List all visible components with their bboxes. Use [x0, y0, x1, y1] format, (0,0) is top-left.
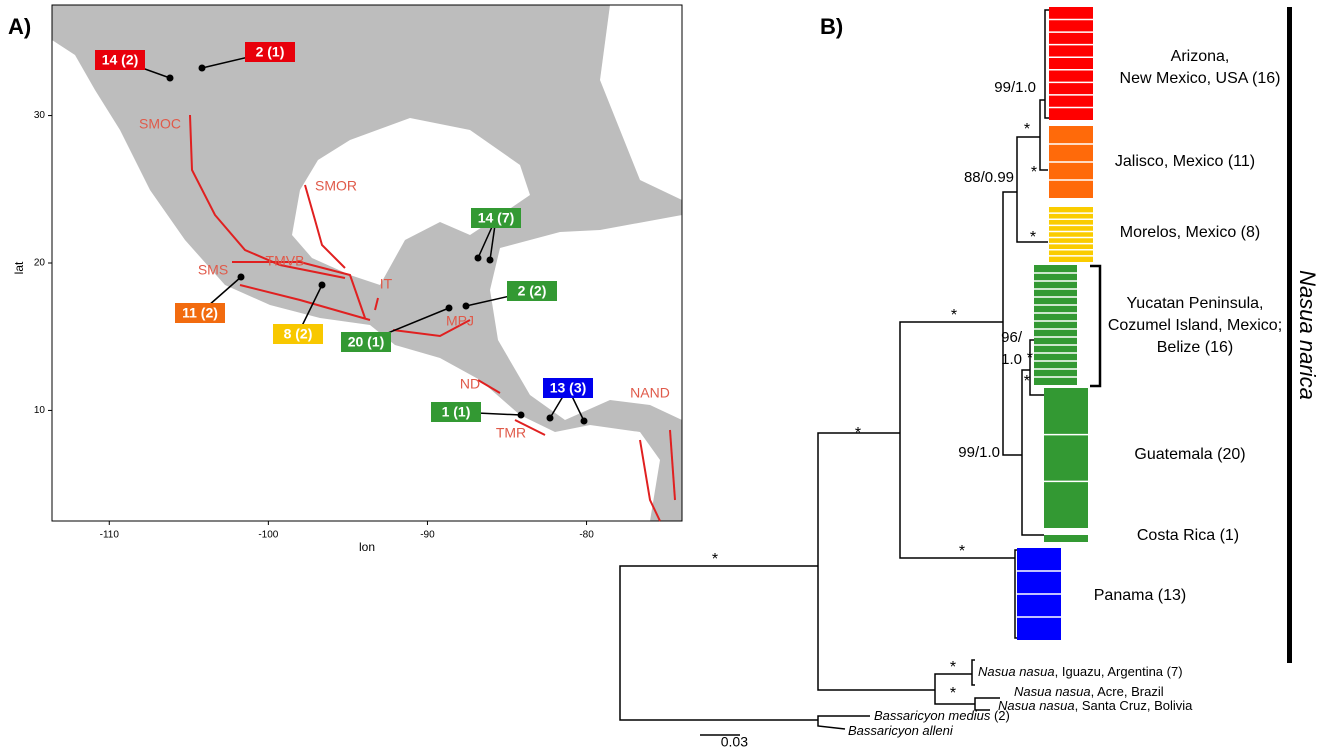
sample-point [581, 418, 588, 425]
support-label: * [855, 425, 861, 442]
support-label: 1.0 [1001, 351, 1022, 368]
clade-bar [1049, 207, 1093, 262]
support-label: * [712, 551, 718, 568]
clade-bar [1044, 388, 1088, 528]
sample-point [238, 274, 245, 281]
sample-label: 14 (7) [478, 210, 515, 226]
y-tick-label: 10 [34, 405, 46, 416]
species-label: Nasua narica [1295, 270, 1320, 400]
support-label: * [959, 543, 965, 560]
support-label: * [1030, 229, 1036, 246]
locality: , Acre, Brazil [1091, 684, 1164, 699]
sample-point [547, 415, 554, 422]
support-label: * [1024, 121, 1030, 138]
clade-label: Jalisco, Mexico (11) [1115, 153, 1255, 170]
outgroup-label: Nasua nasua, Iguazu, Argentina (7) [978, 664, 1183, 679]
species-name: Nasua nasua [978, 664, 1055, 679]
page: A) B) [0, 0, 1320, 751]
clade-bar [1044, 535, 1088, 542]
sample-point [518, 412, 525, 419]
clade-label: Panama (13) [1094, 587, 1187, 604]
species-name: Bassaricyon alleni [848, 723, 954, 738]
clade-label: Costa Rica (1) [1137, 527, 1239, 544]
support-label: 96/ [1001, 329, 1023, 346]
sample-label: 2 (2) [518, 283, 547, 299]
clade-label: Cozumel Island, Mexico; [1108, 317, 1282, 334]
sample-label: 13 (3) [550, 380, 587, 396]
clade-bar [1034, 265, 1077, 385]
map [52, 5, 682, 521]
region-label: SMOR [315, 178, 357, 194]
clade-label: Guatemala (20) [1134, 446, 1245, 463]
region-label: ND [460, 376, 480, 392]
sample-label: 20 (1) [348, 334, 385, 350]
sample-label: 14 (2) [102, 52, 139, 68]
x-tick-label: -110 [100, 530, 120, 541]
figure: A) B) [0, 0, 1320, 751]
support-label: * [1027, 350, 1033, 367]
clade-label: Morelos, Mexico (8) [1120, 224, 1260, 241]
y-tick-label: 20 [34, 258, 46, 269]
sample-point [167, 75, 174, 82]
clade-bar [1049, 7, 1093, 120]
x-tick-label: -90 [420, 530, 435, 541]
clade-label: Belize (16) [1157, 339, 1233, 356]
support-label: * [1031, 164, 1037, 181]
support-label: * [1024, 373, 1030, 390]
y-tick-label: 30 [34, 110, 46, 121]
region-label: TMR [496, 425, 526, 441]
sample-point [446, 305, 453, 312]
sample-point [475, 255, 482, 262]
clade-label: Arizona, [1171, 48, 1230, 65]
region-label: SMOC [139, 116, 181, 132]
x-axis-label: lon [359, 540, 375, 554]
y-axis-label: lat [12, 261, 26, 274]
region-label: IT [380, 276, 393, 292]
clade-label: New Mexico, USA (16) [1120, 70, 1281, 87]
species-name: Nasua nasua [1014, 684, 1091, 699]
region-label: MPJ [446, 313, 474, 329]
sample-point [199, 65, 206, 72]
sample-point [319, 282, 326, 289]
outgroup-label: Nasua nasua, Santa Cruz, Bolivia [998, 698, 1193, 713]
panel-label: B) [820, 14, 843, 39]
locality: , Iguazu, Argentina (7) [1055, 664, 1183, 679]
support-label: 99/1.0 [994, 79, 1036, 96]
support-label: * [950, 659, 956, 676]
sample-label: 1 (1) [442, 404, 471, 420]
species-name: Bassaricyon medius [874, 708, 991, 723]
panel-label: A) [8, 14, 31, 39]
support-label: * [951, 307, 957, 324]
support-label: 99/1.0 [958, 444, 1000, 461]
outgroup-label: Nasua nasua, Acre, Brazil [1014, 684, 1164, 699]
clade-label: Yucatan Peninsula, [1127, 295, 1264, 312]
locality: , Santa Cruz, Bolivia [1075, 698, 1194, 713]
support-label: * [950, 685, 956, 702]
x-tick-label: -80 [579, 530, 594, 541]
bracket [1090, 266, 1100, 386]
outgroup-label: Bassaricyon medius (2) [874, 708, 1010, 723]
sample-label: 11 (2) [182, 305, 218, 321]
outgroup-label: Bassaricyon alleni [848, 723, 954, 738]
region-label: NAND [630, 385, 670, 401]
scale-label: 0.03 [721, 734, 748, 750]
support-label: 88/0.99 [964, 169, 1014, 186]
region-label: TMVB [266, 253, 305, 269]
species-bar [1287, 7, 1292, 663]
sample-point [487, 257, 494, 264]
sample-label: 8 (2) [284, 326, 313, 342]
x-tick-label: -100 [258, 530, 278, 541]
sample-label: 2 (1) [256, 44, 285, 60]
region-label: SMS [198, 262, 228, 278]
sample-point [463, 303, 470, 310]
locality: (2) [990, 708, 1010, 723]
